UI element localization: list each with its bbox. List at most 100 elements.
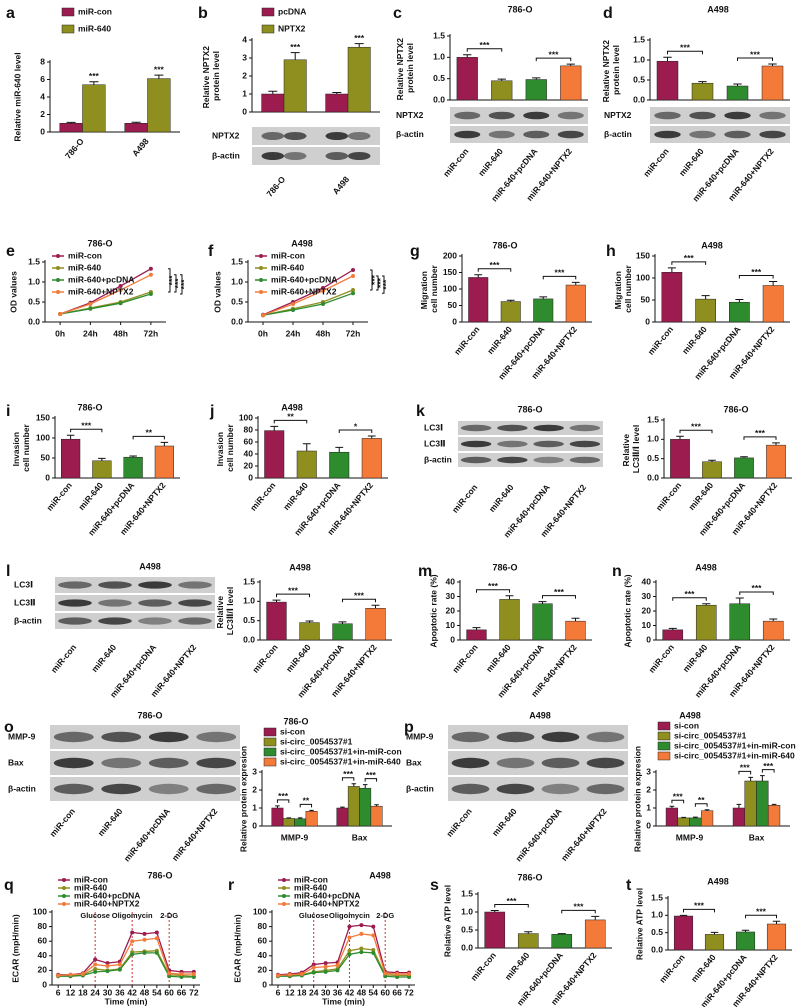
blot-band bbox=[460, 440, 492, 448]
series-marker bbox=[130, 952, 135, 957]
blot-band bbox=[541, 783, 580, 795]
error-bar bbox=[340, 806, 345, 808]
legend-marker bbox=[56, 254, 60, 258]
blot-band bbox=[569, 440, 601, 448]
y-tick-label: 0.5 bbox=[651, 927, 663, 937]
error-bar bbox=[497, 78, 506, 81]
significance-bracket bbox=[180, 274, 183, 295]
blot-band bbox=[196, 783, 237, 795]
y-axis-label: Apoptotic rate (%) bbox=[622, 574, 632, 647]
y-axis-label: Migration cell number bbox=[613, 264, 633, 312]
series-marker bbox=[407, 972, 412, 977]
event-label: Oligomycin bbox=[112, 911, 153, 920]
blot-band bbox=[586, 783, 625, 795]
blot-band bbox=[283, 152, 307, 160]
y-axis-label: Invasion cell number bbox=[215, 423, 235, 471]
y-axis-label: Relative protein expresion bbox=[632, 746, 642, 852]
blot-band bbox=[488, 111, 515, 120]
y-tick-label: 0.0 bbox=[231, 316, 243, 326]
x-tick-label: Bax bbox=[749, 832, 765, 842]
y-tick-label: 0 bbox=[262, 979, 267, 989]
x-tick-label: miR-con bbox=[452, 324, 482, 356]
series-marker bbox=[179, 974, 184, 979]
significance-label: *** bbox=[375, 277, 385, 288]
significance-bracket bbox=[299, 803, 313, 808]
series-marker bbox=[154, 950, 159, 955]
y-tick-label: 3 bbox=[646, 766, 651, 776]
significance-bracket bbox=[738, 770, 752, 775]
error-bar bbox=[740, 456, 748, 458]
blot-band bbox=[724, 130, 751, 139]
series-marker bbox=[118, 288, 123, 292]
y-tick-label: 1.5 bbox=[647, 414, 659, 424]
y-tick-label: 1 bbox=[252, 802, 257, 812]
significance-label: *** bbox=[694, 901, 705, 911]
y-tick-label: 8 bbox=[40, 56, 45, 66]
legend-label: miR-con bbox=[74, 874, 108, 884]
series-marker bbox=[299, 972, 304, 977]
bar bbox=[695, 298, 716, 323]
y-tick-label: 1.0 bbox=[633, 54, 645, 64]
x-tick-label: Bax bbox=[352, 832, 368, 842]
bar bbox=[673, 915, 694, 951]
panel-letter: l bbox=[6, 563, 10, 580]
significance-bracket bbox=[561, 909, 596, 914]
panel-letter: a bbox=[6, 5, 15, 22]
y-axis-label: Relative protein expresion bbox=[238, 746, 248, 852]
blot-band bbox=[53, 757, 94, 769]
error-bar bbox=[741, 929, 750, 932]
error-bar bbox=[290, 52, 300, 60]
error-bar bbox=[591, 915, 600, 920]
series-line bbox=[262, 269, 354, 316]
blot-strip bbox=[458, 421, 603, 435]
significance-label: *** bbox=[488, 581, 499, 591]
blot-row-label: NPTX2 bbox=[396, 110, 424, 120]
bar bbox=[565, 620, 586, 641]
x-tick-label: miR-640 bbox=[484, 642, 513, 674]
blot-band bbox=[283, 132, 307, 140]
error-bar bbox=[472, 627, 481, 630]
x-tick-label: 60 bbox=[380, 987, 390, 997]
y-tick-label: 0.5 bbox=[231, 296, 243, 306]
bar bbox=[466, 629, 487, 641]
significance-bracket bbox=[739, 591, 774, 595]
series-marker bbox=[191, 972, 196, 977]
significance-bracket bbox=[477, 268, 512, 272]
blot-row-label: NPTX2 bbox=[604, 110, 632, 120]
x-tick-label: 18 bbox=[78, 987, 88, 997]
series-marker bbox=[347, 948, 352, 953]
y-tick-label: 10 bbox=[642, 620, 652, 630]
error-bar bbox=[772, 920, 781, 924]
bar bbox=[347, 786, 360, 827]
blot-strip bbox=[650, 126, 790, 143]
bar bbox=[665, 807, 679, 827]
error-bar bbox=[693, 816, 698, 818]
legend-label: miR-640+pcDNA bbox=[74, 890, 140, 900]
bar bbox=[329, 451, 350, 479]
y-tick-label: 0 bbox=[248, 472, 253, 482]
x-tick-label: miR-640 bbox=[686, 480, 715, 512]
error-bar bbox=[286, 817, 292, 819]
y-tick-label: 0 bbox=[252, 820, 257, 830]
blot-band bbox=[148, 731, 189, 743]
panel-letter: o bbox=[4, 719, 14, 736]
chart-title: 786-O bbox=[77, 402, 102, 412]
bar bbox=[500, 301, 521, 323]
significance-bracket bbox=[694, 803, 708, 807]
blot-lane-label: miR-640+NPTX2 bbox=[170, 806, 220, 863]
error-bar bbox=[557, 933, 566, 935]
legend-swatch bbox=[61, 24, 75, 34]
series-line bbox=[58, 952, 194, 978]
legend-marker bbox=[62, 894, 66, 898]
series-line bbox=[59, 274, 152, 315]
y-tick-label: 1.5 bbox=[633, 34, 645, 44]
bar bbox=[370, 805, 383, 827]
error-bar bbox=[704, 809, 710, 811]
series-marker bbox=[359, 950, 364, 955]
y-tick-label: 0 bbox=[40, 126, 45, 136]
y-tick-label: 0.0 bbox=[647, 472, 659, 482]
series-marker bbox=[167, 974, 172, 979]
y-tick-label: 100 bbox=[36, 432, 50, 442]
x-tick-label: MMP-9 bbox=[676, 832, 704, 842]
blot-band bbox=[178, 581, 212, 589]
